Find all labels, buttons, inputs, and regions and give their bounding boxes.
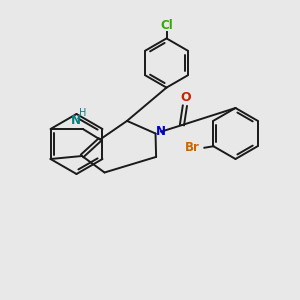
Text: H: H [79,107,86,118]
Text: N: N [156,124,166,138]
Text: O: O [180,91,191,104]
Text: Br: Br [185,141,200,154]
Text: Cl: Cl [160,19,173,32]
Text: N: N [70,113,80,127]
